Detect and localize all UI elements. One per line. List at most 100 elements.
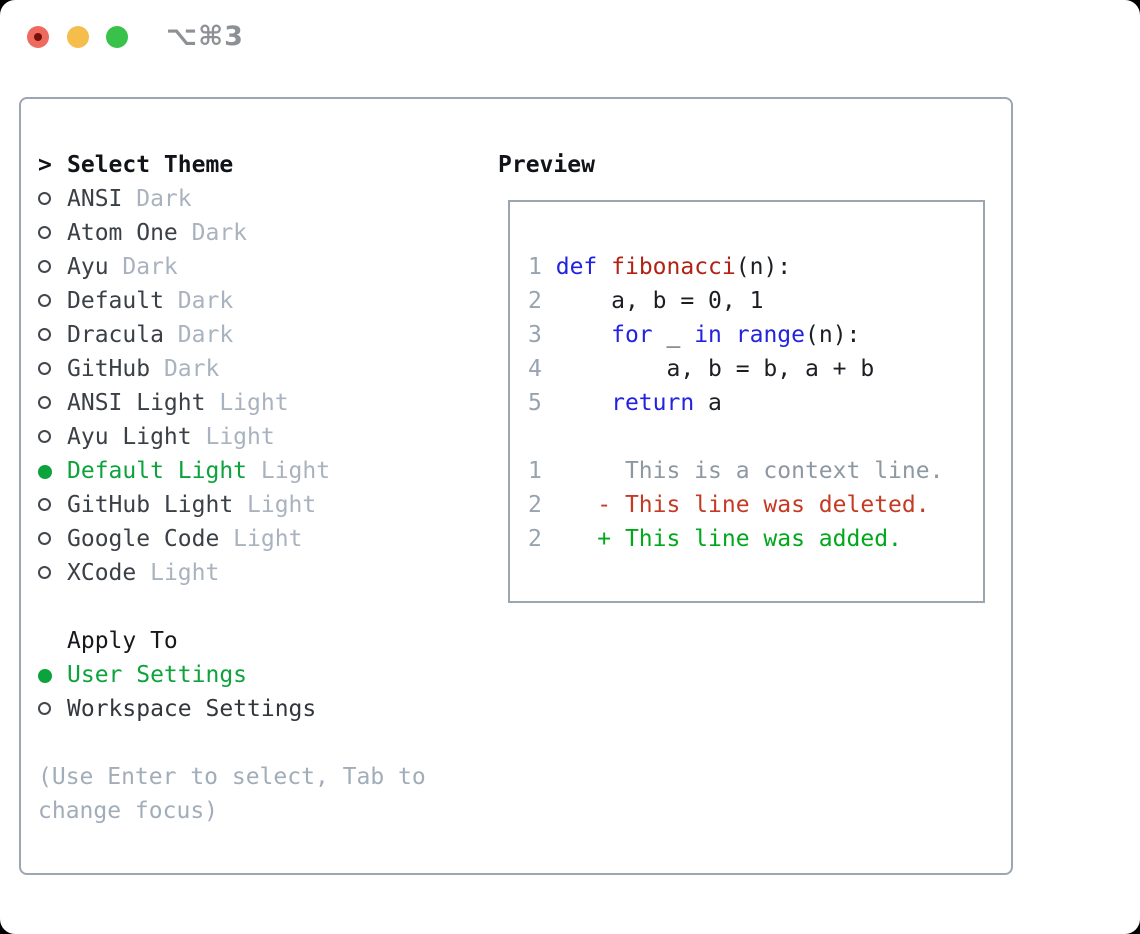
code-token: a (694, 390, 722, 416)
option-label: GitHub Light (67, 492, 234, 518)
code-token (556, 322, 611, 348)
code-token: (n): (805, 322, 861, 348)
radio-icon (38, 386, 67, 420)
code-token: a, b = b, a + b (555, 356, 875, 382)
theme-list: ANSI Dark Atom One Dark Ayu Dark Default Da… (38, 182, 426, 590)
maximize-button[interactable] (106, 26, 128, 48)
option-label: Dracula (67, 322, 164, 348)
blank-row (38, 590, 426, 624)
line-number: 1 (528, 254, 542, 280)
theme-option-default[interactable]: Default Dark (38, 284, 426, 318)
option-variant-label: Light (205, 390, 289, 416)
theme-option-xcode[interactable]: XCode Light (38, 556, 426, 590)
apply-option-user-settings[interactable]: User Settings (38, 658, 426, 692)
theme-option-atom-one[interactable]: Atom One Dark (38, 216, 426, 250)
theme-option-default-light[interactable]: Default Light Light (38, 454, 426, 488)
diff-text: This is a context line. (541, 458, 944, 484)
theme-selector-column: > Select Theme ANSI Dark Atom One Dark Ayu … (38, 148, 426, 828)
option-label: Atom One (67, 220, 178, 246)
code-line: 2 a, b = 0, 1 (528, 284, 983, 318)
preview-title: Preview (498, 152, 595, 178)
diff-text: - This line was deleted. (541, 492, 930, 518)
radio-icon (38, 556, 67, 590)
diff-line-added: 2 + This line was added. (528, 522, 983, 556)
minimize-button[interactable] (67, 26, 89, 48)
select-theme-header: > Select Theme (38, 148, 426, 182)
option-variant-label: Light (219, 526, 303, 552)
close-button-dot-icon (34, 33, 42, 41)
code-token: range (735, 322, 806, 348)
apply-option-workspace-settings[interactable]: Workspace Settings (38, 692, 426, 726)
option-variant-label: Light (191, 424, 275, 450)
blank-row (38, 726, 426, 760)
option-label: ANSI (67, 186, 123, 212)
option-label: ANSI Light (67, 390, 206, 416)
option-label: User Settings (67, 662, 248, 688)
option-label: Ayu Light (67, 424, 192, 450)
line-number: 2 (528, 492, 542, 518)
apply-to-title: Apply To (67, 628, 178, 654)
code-line: 1 def fibonacci(n): (528, 250, 983, 284)
option-label: XCode (67, 560, 137, 586)
line-number: 3 (528, 322, 542, 348)
radio-selected-icon (38, 658, 67, 692)
theme-option-github[interactable]: GitHub Dark (38, 352, 426, 386)
theme-option-dracula[interactable]: Dracula Dark (38, 318, 426, 352)
code-token: fibonacci (611, 254, 736, 280)
option-label: Google Code (67, 526, 220, 552)
radio-icon (38, 420, 67, 454)
option-variant-label: Light (233, 492, 317, 518)
radio-icon (38, 352, 67, 386)
option-label: GitHub (67, 356, 151, 382)
option-variant-label: Dark (150, 356, 220, 382)
option-label: Ayu (67, 254, 109, 280)
main-panel: > Select Theme ANSI Dark Atom One Dark Ayu … (19, 97, 1013, 875)
theme-option-ayu[interactable]: Ayu Dark (38, 250, 426, 284)
apply-to-list: User Settings Workspace Settings (38, 658, 426, 726)
code-token (556, 390, 611, 416)
option-variant-label: Dark (163, 288, 234, 314)
radio-icon (38, 216, 67, 250)
option-variant-label: Dark (108, 254, 178, 280)
option-label: Workspace Settings (67, 696, 317, 722)
radio-selected-icon (38, 454, 67, 488)
code-line: 3 for _ in range(n): (528, 318, 983, 352)
code-line: 5 return a (528, 386, 983, 420)
code-token (722, 322, 736, 348)
theme-option-github-light[interactable]: GitHub Light Light (38, 488, 426, 522)
radio-icon (38, 182, 67, 216)
window-title: ⌥⌘3 (166, 21, 244, 52)
theme-option-google-code[interactable]: Google Code Light (38, 522, 426, 556)
radio-icon (38, 692, 67, 726)
option-variant-label: Light (136, 560, 220, 586)
theme-option-ansi[interactable]: ANSI Dark (38, 182, 426, 216)
code-token: for (611, 322, 653, 348)
option-variant-label: Dark (163, 322, 234, 348)
diff-text: + This line was added. (541, 526, 902, 552)
line-number: 4 (528, 356, 542, 382)
code-token: def (555, 254, 598, 280)
option-label: Default Light (67, 458, 248, 484)
code-line: 4 a, b = b, a + b (528, 352, 983, 386)
radio-icon (38, 318, 67, 352)
option-variant-label: Dark (122, 186, 192, 212)
code-token (597, 254, 611, 280)
prompt-icon: > (38, 152, 52, 178)
hint-line-1: (Use Enter to select, Tab to (38, 764, 426, 790)
option-label: Default (67, 288, 164, 314)
radio-icon (38, 522, 67, 556)
hint-line-2: change focus) (38, 798, 219, 824)
close-button[interactable] (27, 26, 49, 48)
code-token: a, b = 0, 1 (555, 288, 764, 314)
theme-option-ayu-light[interactable]: Ayu Light Light (38, 420, 426, 454)
radio-icon (38, 488, 67, 522)
code-token: return (611, 390, 695, 416)
line-number: 5 (528, 390, 542, 416)
theme-option-ansi-light[interactable]: ANSI Light Light (38, 386, 426, 420)
radio-icon (38, 284, 67, 318)
line-number: 1 (528, 458, 542, 484)
blank-row (528, 420, 983, 454)
